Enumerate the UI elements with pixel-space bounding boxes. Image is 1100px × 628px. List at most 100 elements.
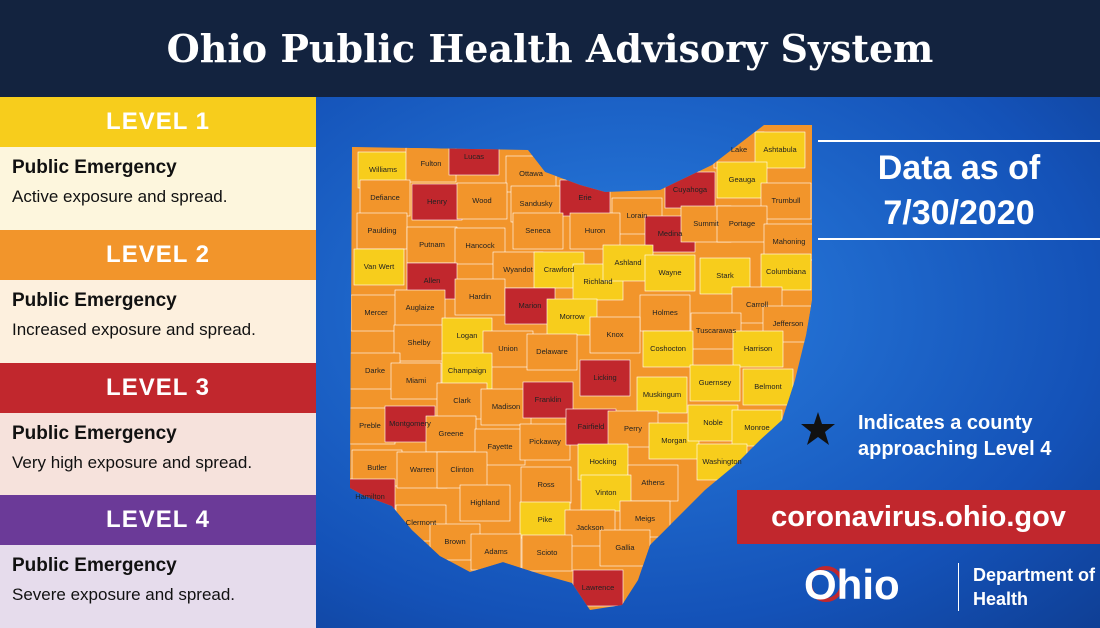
county-label: Lake — [731, 145, 747, 154]
level-heading: Public Emergency — [12, 157, 177, 178]
county-label: Marion — [519, 301, 542, 310]
level-body: Public Emergency Increased exposure and s… — [0, 279, 316, 363]
county — [353, 248, 405, 286]
county-label: Cuyahoga — [673, 185, 708, 194]
county-label: Columbiana — [766, 267, 807, 276]
county-label: Van Wert — [364, 262, 395, 271]
level-description: Very high exposure and spread. — [12, 452, 253, 472]
county — [644, 254, 696, 292]
county-label: Adams — [484, 547, 508, 556]
county-label: Holmes — [652, 308, 678, 317]
county-label: Fayette — [487, 442, 512, 451]
county-label: Sandusky — [520, 199, 553, 208]
county-label: Greene — [438, 429, 463, 438]
county — [456, 182, 508, 220]
county — [526, 333, 578, 371]
county-labels: Williams Fulton Lucas Ottawa Defiance Henry Wo… — [355, 145, 807, 592]
level-label: LEVEL 1 — [0, 97, 316, 147]
county-label: Perry — [624, 424, 642, 433]
county — [577, 443, 629, 481]
county-label: Lawrence — [582, 583, 615, 592]
county-label: Scioto — [537, 548, 558, 557]
county-label: Guernsey — [699, 378, 732, 387]
county — [521, 534, 573, 572]
county-label: Summit — [693, 219, 719, 228]
county-label: Coshocton — [650, 344, 686, 353]
county — [579, 359, 631, 397]
level-description: Increased exposure and spread. — [12, 319, 256, 339]
county-label: Athens — [641, 478, 665, 487]
county-label: Ross — [537, 480, 554, 489]
county-label: Carroll — [746, 300, 768, 309]
county — [565, 408, 617, 446]
level-body: Public Emergency Very high exposure and s… — [0, 412, 316, 496]
county-label: Washington — [702, 457, 741, 466]
county-label: Jefferson — [773, 319, 804, 328]
county — [393, 324, 445, 362]
level-description: Active exposure and spread. — [12, 187, 228, 206]
title: Ohio Public Health Advisory System — [0, 0, 1100, 97]
county-label: Morrow — [559, 312, 585, 321]
county-label: Muskingum — [643, 390, 681, 399]
county — [569, 212, 621, 250]
county — [689, 364, 741, 402]
county-label: Ashtabula — [763, 145, 797, 154]
county-label: Henry — [427, 197, 447, 206]
legend: LEVEL 1 Public Emergency Active exposure a… — [0, 97, 316, 628]
county-label: Highland — [470, 498, 500, 507]
county — [520, 466, 572, 504]
county-label: Richland — [583, 277, 612, 286]
level-heading: Public Emergency — [12, 555, 177, 577]
county-label: Hamilton — [355, 492, 385, 501]
county — [732, 330, 784, 368]
county-label: Montgomery — [389, 419, 431, 428]
county-label: Butler — [367, 463, 387, 472]
county-label: Pike — [538, 515, 553, 524]
date-box: Data as of 7/30/2020 — [818, 140, 1100, 240]
county-label: Fulton — [421, 159, 442, 168]
county — [522, 381, 574, 419]
county — [599, 529, 651, 567]
county — [519, 423, 571, 461]
county — [716, 161, 768, 199]
county-label: Wood — [472, 196, 491, 205]
county-label: Jackson — [576, 523, 604, 532]
level-body: Public Emergency Severe exposure and spre… — [0, 545, 316, 628]
county-label: Pickaway — [529, 437, 561, 446]
county-label: Morgan — [661, 436, 686, 445]
county-label: Brown — [444, 537, 465, 546]
counties — [350, 131, 812, 607]
county-label: Crawford — [544, 265, 574, 274]
county-label: Mercer — [364, 308, 388, 317]
county — [636, 376, 688, 414]
county-label: Delaware — [536, 347, 568, 356]
county-label: Madison — [492, 402, 520, 411]
county-label: Ashland — [614, 258, 641, 267]
county — [390, 362, 442, 400]
county-label: Wyandot — [503, 265, 533, 274]
logo: Ohio Department of Health — [804, 555, 1100, 620]
county-label: Auglaize — [406, 303, 435, 312]
county-label: Tuscarawas — [696, 326, 736, 335]
county-label: Licking — [593, 373, 616, 382]
star-icon — [801, 412, 835, 445]
county-label: Fairfield — [578, 422, 605, 431]
county-label: Medina — [658, 229, 683, 238]
level-heading: Public Emergency — [12, 422, 177, 444]
county-label: Lorain — [627, 211, 648, 220]
county-label: Shelby — [408, 338, 431, 347]
county-label: Wayne — [658, 268, 681, 277]
county — [760, 253, 812, 291]
county-label: Franklin — [535, 395, 562, 404]
logo-department: Department of Health — [958, 563, 1100, 611]
date-caption: Data as of — [877, 149, 1041, 187]
county-label: Defiance — [370, 193, 400, 202]
county — [411, 183, 463, 221]
level-description: Severe exposure and spread. — [12, 585, 236, 605]
county-label: Clinton — [450, 465, 473, 474]
county-label: Stark — [716, 271, 734, 280]
county-label: Union — [498, 344, 518, 353]
county-label: Williams — [369, 165, 397, 174]
county-label: Paulding — [367, 226, 396, 235]
